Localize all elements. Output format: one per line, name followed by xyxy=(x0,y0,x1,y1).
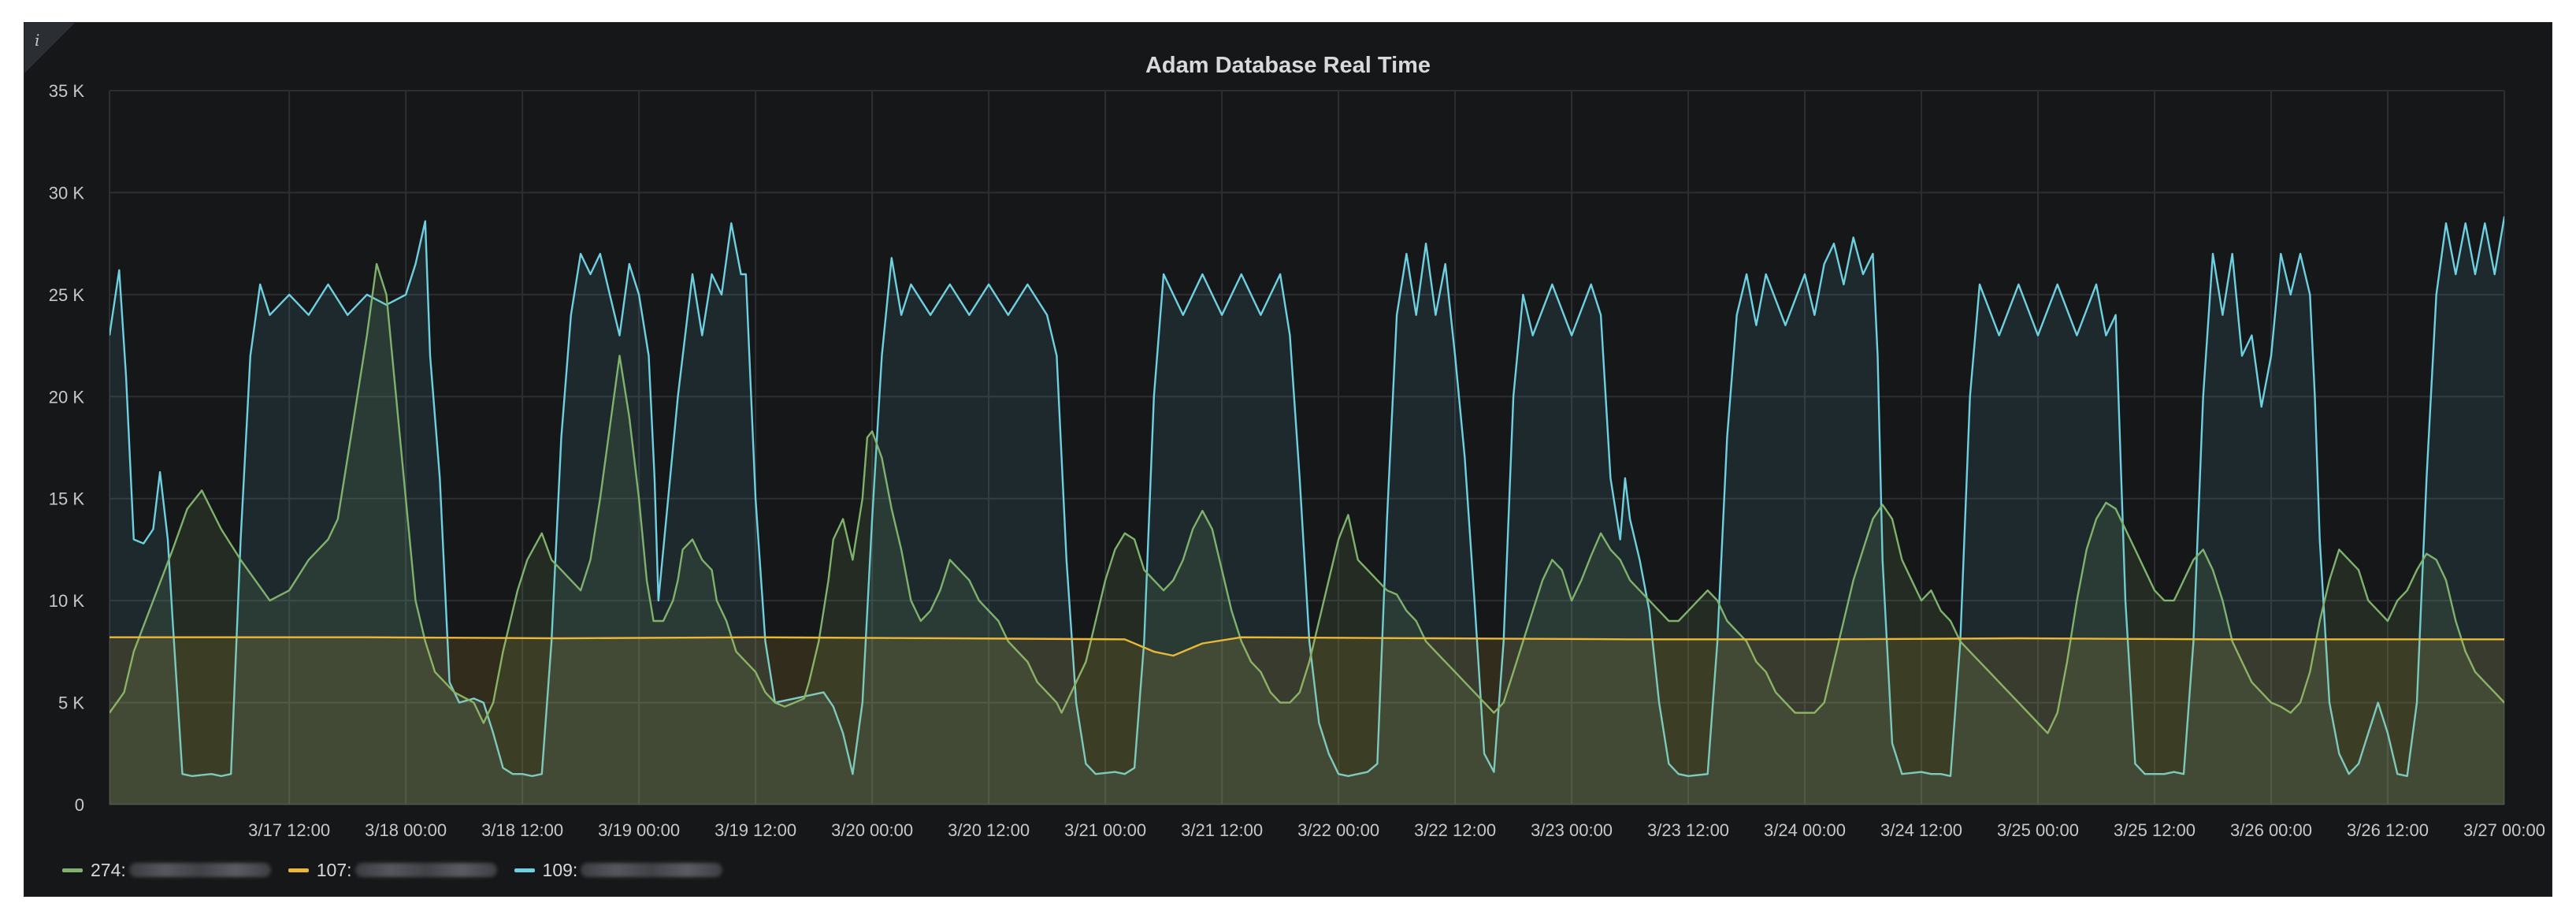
x-tick-label: 3/25 00:00 xyxy=(1997,820,2079,840)
series-line-109 xyxy=(109,216,2504,777)
x-tick-label: 3/24 00:00 xyxy=(1764,820,1846,840)
series-109 xyxy=(109,216,2504,805)
redacted-hostname xyxy=(128,863,271,877)
legend-item-109[interactable]: 109: xyxy=(514,860,723,881)
x-tick-label: 3/23 00:00 xyxy=(1531,820,1613,840)
y-tick-label: 0 xyxy=(75,795,84,815)
time-series-chart: 0 5 K 10 K 15 K 20 K 25 K 30 K 35 K 3/17 12:00 3/… xyxy=(49,81,2545,840)
x-tick-label: 3/21 12:00 xyxy=(1181,820,1263,840)
legend-item-107[interactable]: 107: xyxy=(288,860,497,881)
redacted-hostname xyxy=(354,863,497,877)
axis-layer: 0 5 K 10 K 15 K 20 K 25 K 30 K 35 K 3/17 12:00 3/… xyxy=(49,81,2545,840)
x-tick-label: 3/19 12:00 xyxy=(715,820,796,840)
series-274 xyxy=(109,262,2504,805)
x-tick-label: 3/22 00:00 xyxy=(1297,820,1379,840)
x-tick-label: 3/18 12:00 xyxy=(481,820,563,840)
legend-item-274[interactable]: 274: xyxy=(62,860,271,881)
info-icon[interactable]: i xyxy=(35,31,40,50)
x-tick-label: 3/19 00:00 xyxy=(598,820,680,840)
x-tick-label: 3/27 00:00 xyxy=(2463,820,2545,840)
graph-panel: i Adam Database Real Time 0 5 K 10 K 15 K 20… xyxy=(24,22,2552,897)
legend-swatch-109 xyxy=(514,868,535,872)
panel-title[interactable]: Adam Database Real Time xyxy=(1145,53,1431,78)
x-tick-label: 3/24 12:00 xyxy=(1880,820,1962,840)
y-tick-label: 25 K xyxy=(49,285,85,305)
legend-label-107: 107: xyxy=(316,859,352,880)
y-tick-label: 10 K xyxy=(49,591,85,611)
series-107 xyxy=(109,636,2504,805)
y-tick-label: 35 K xyxy=(49,81,85,101)
series-line-274 xyxy=(109,262,2504,734)
redacted-hostname xyxy=(581,863,723,877)
info-corner[interactable] xyxy=(24,23,75,73)
series-area-109 xyxy=(109,217,2504,805)
y-tick-label: 15 K xyxy=(49,489,85,509)
legend-label-109: 109: xyxy=(542,859,578,880)
x-tick-label: 3/21 00:00 xyxy=(1064,820,1146,840)
series-layer xyxy=(109,216,2504,805)
x-tick-label: 3/22 12:00 xyxy=(1414,820,1496,840)
grid-layer xyxy=(109,90,2505,805)
series-area-274 xyxy=(109,264,2504,805)
x-tick-label: 3/20 12:00 xyxy=(948,820,1030,840)
legend-swatch-107 xyxy=(288,868,309,872)
y-tick-label: 30 K xyxy=(49,183,85,203)
y-tick-label: 20 K xyxy=(49,387,85,407)
legend-label-274: 274: xyxy=(91,859,126,880)
x-tick-label: 3/18 00:00 xyxy=(365,820,447,840)
legend: 274: 107: 109: xyxy=(62,858,740,882)
x-tick-label: 3/26 00:00 xyxy=(2230,820,2312,840)
x-tick-label: 3/17 12:00 xyxy=(248,820,330,840)
x-tick-label: 3/20 00:00 xyxy=(831,820,913,840)
series-area-107 xyxy=(109,637,2504,805)
x-tick-label: 3/26 12:00 xyxy=(2347,820,2429,840)
x-tick-label: 3/25 12:00 xyxy=(2114,820,2196,840)
legend-swatch-274 xyxy=(62,868,83,872)
x-tick-label: 3/23 12:00 xyxy=(1647,820,1729,840)
y-tick-label: 5 K xyxy=(58,693,84,713)
series-line-107 xyxy=(109,636,2504,657)
